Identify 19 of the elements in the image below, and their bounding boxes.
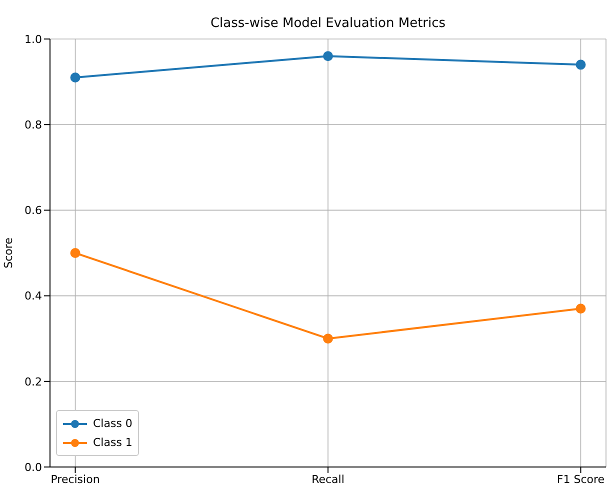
y-tick-label: 0.2 (24, 375, 42, 388)
chart-title: Class-wise Model Evaluation Metrics (209, 16, 447, 31)
point (576, 304, 586, 314)
y-axis-title: Score (2, 237, 15, 268)
y-tick-label: 0.4 (24, 290, 42, 303)
legend-label: Class 1 (93, 435, 132, 451)
y-tick-label: 0.8 (24, 118, 42, 132)
point (323, 51, 333, 62)
y-tick-label: 1.0 (24, 32, 42, 46)
point (70, 72, 80, 83)
legend-label: Class 0 (93, 416, 132, 432)
y-tick-label: 0.0 (24, 460, 42, 474)
y-tick-label: 0.6 (24, 204, 42, 218)
point (576, 60, 586, 70)
x-tick-label: Recall (312, 472, 344, 486)
point (323, 334, 333, 344)
point (70, 248, 80, 258)
x-tick-label: F1 Score (556, 472, 605, 486)
x-tick-label: Precision (50, 472, 100, 486)
